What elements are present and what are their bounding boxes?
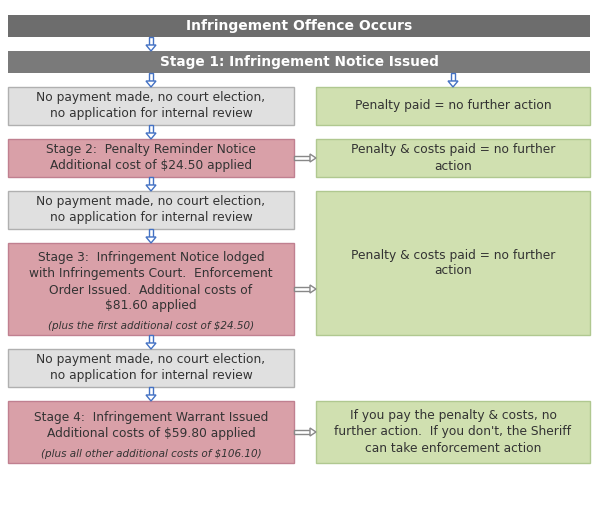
Text: If you pay the penalty & costs, no
further action.  If you don't, the Sheriff
ca: If you pay the penalty & costs, no furth…: [334, 409, 572, 455]
FancyBboxPatch shape: [316, 401, 590, 463]
Text: Stage 4:  Infringement Warrant Issued
Additional costs of $59.80 applied: Stage 4: Infringement Warrant Issued Add…: [34, 410, 268, 439]
Text: Penalty paid = no further action: Penalty paid = no further action: [355, 100, 551, 112]
FancyBboxPatch shape: [8, 243, 294, 335]
FancyBboxPatch shape: [316, 139, 590, 177]
Polygon shape: [310, 285, 316, 293]
FancyBboxPatch shape: [294, 430, 310, 434]
FancyBboxPatch shape: [316, 87, 590, 125]
Polygon shape: [448, 81, 458, 87]
Polygon shape: [146, 81, 156, 87]
Polygon shape: [310, 428, 316, 436]
Text: Stage 1: Infringement Notice Issued: Stage 1: Infringement Notice Issued: [160, 55, 438, 69]
Text: Penalty & costs paid = no further
action: Penalty & costs paid = no further action: [351, 143, 555, 173]
Polygon shape: [310, 154, 316, 162]
FancyBboxPatch shape: [149, 37, 153, 45]
FancyBboxPatch shape: [316, 191, 590, 335]
Polygon shape: [146, 133, 156, 139]
FancyBboxPatch shape: [149, 73, 153, 81]
Text: No payment made, no court election,
no application for internal review: No payment made, no court election, no a…: [36, 354, 266, 383]
Text: No payment made, no court election,
no application for internal review: No payment made, no court election, no a…: [36, 91, 266, 120]
FancyBboxPatch shape: [149, 177, 153, 185]
FancyBboxPatch shape: [8, 139, 294, 177]
Text: (plus the first additional cost of $24.50): (plus the first additional cost of $24.5…: [48, 321, 254, 331]
FancyBboxPatch shape: [8, 87, 294, 125]
Text: Stage 2:  Penalty Reminder Notice
Additional cost of $24.50 applied: Stage 2: Penalty Reminder Notice Additio…: [46, 143, 256, 173]
Text: Penalty & costs paid = no further
action: Penalty & costs paid = no further action: [351, 248, 555, 277]
Text: (plus all other additional costs of $106.10): (plus all other additional costs of $106…: [41, 449, 261, 459]
Polygon shape: [146, 185, 156, 191]
Polygon shape: [146, 395, 156, 401]
FancyBboxPatch shape: [8, 191, 294, 229]
FancyBboxPatch shape: [149, 335, 153, 343]
Text: No payment made, no court election,
no application for internal review: No payment made, no court election, no a…: [36, 196, 266, 225]
Polygon shape: [146, 343, 156, 349]
Text: Infringement Offence Occurs: Infringement Offence Occurs: [186, 19, 412, 33]
FancyBboxPatch shape: [451, 73, 455, 81]
FancyBboxPatch shape: [8, 51, 590, 73]
FancyBboxPatch shape: [8, 401, 294, 463]
FancyBboxPatch shape: [8, 349, 294, 387]
Polygon shape: [146, 45, 156, 51]
FancyBboxPatch shape: [149, 229, 153, 237]
Polygon shape: [146, 237, 156, 243]
FancyBboxPatch shape: [149, 387, 153, 395]
FancyBboxPatch shape: [8, 15, 590, 37]
FancyBboxPatch shape: [294, 287, 310, 291]
FancyBboxPatch shape: [294, 156, 310, 160]
Text: Stage 3:  Infringement Notice lodged
with Infringements Court.  Enforcement
Orde: Stage 3: Infringement Notice lodged with…: [29, 251, 273, 312]
FancyBboxPatch shape: [149, 125, 153, 133]
